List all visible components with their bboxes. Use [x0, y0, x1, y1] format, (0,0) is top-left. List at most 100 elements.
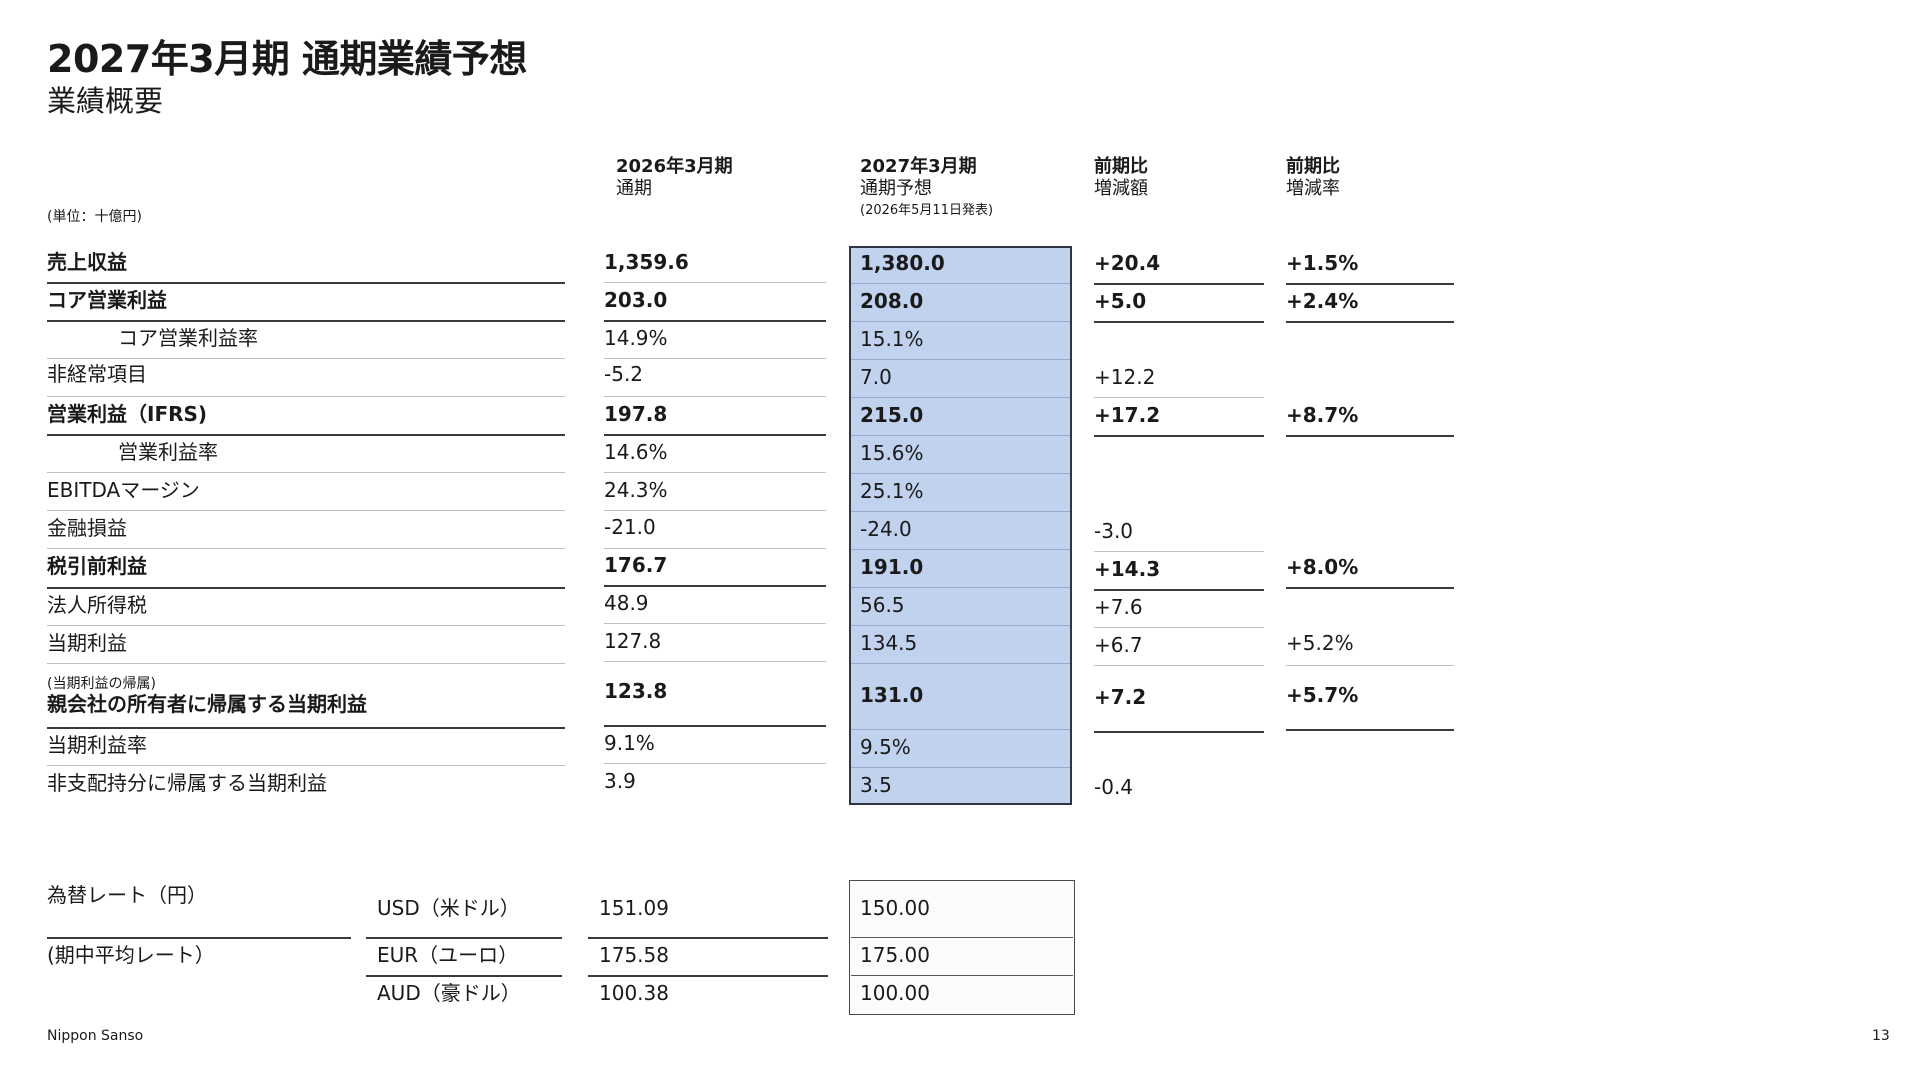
row-rate-pretax: +8.0% — [1286, 555, 1359, 579]
fx-fy2026-aud: 100.38 — [599, 981, 669, 1005]
row-divider — [851, 549, 1070, 550]
header-fy2027: 2027年3月期 通期予想 (2026年5月11日発表) — [860, 156, 993, 222]
row-diff-nonrecurring: +12.2 — [1094, 365, 1156, 389]
row-label-parent-net: 親会社の所有者に帰属する当期利益 — [47, 692, 367, 716]
row-label-tax: 法人所得税 — [47, 593, 147, 617]
row-fy2026-parent-net: 123.8 — [604, 679, 668, 703]
header-rate-line1: 前期比 — [1286, 156, 1340, 177]
row-divider — [1094, 627, 1264, 628]
row-divider — [851, 435, 1070, 436]
row-divider — [1286, 435, 1454, 437]
row-divider — [1094, 283, 1264, 285]
row-divider — [604, 623, 826, 624]
row-label-net-income: 当期利益 — [47, 631, 127, 655]
header-fy2027-line2: 通期予想 — [860, 178, 932, 199]
row-divider — [851, 663, 1070, 664]
row-divider — [604, 548, 826, 549]
row-fy2026-op-margin: 14.6% — [604, 440, 668, 464]
row-diff-finance: -3.0 — [1094, 519, 1134, 543]
row-diff-tax: +7.6 — [1094, 595, 1143, 619]
row-fy2027-ebitda-margin: 25.1% — [860, 479, 924, 503]
row-divider — [47, 510, 565, 511]
row-fy2027-finance: -24.0 — [860, 517, 912, 541]
row-divider — [1094, 397, 1264, 398]
row-divider — [1286, 587, 1454, 589]
row-fy2027-op-margin: 15.6% — [860, 441, 924, 465]
row-divider — [851, 359, 1070, 360]
row-divider — [47, 434, 565, 436]
row-divider — [604, 320, 826, 322]
row-fy2027-core-op-margin: 15.1% — [860, 327, 924, 351]
row-divider — [851, 397, 1070, 398]
header-diff-line1: 前期比 — [1094, 156, 1148, 177]
row-rate-core-op: +2.4% — [1286, 289, 1359, 313]
row-fy2026-ebitda-margin: 24.3% — [604, 478, 668, 502]
fx-divider — [588, 975, 828, 977]
row-divider — [851, 321, 1070, 322]
row-divider — [1286, 729, 1454, 731]
fx-fy2027-usd: 150.00 — [860, 896, 930, 920]
unit-note: (単位：十億円) — [47, 209, 142, 225]
row-fy2026-nonrecurring: -5.2 — [604, 362, 644, 386]
row-divider — [1094, 435, 1264, 437]
row-label-attribution-note: (当期利益の帰属) — [47, 676, 156, 692]
row-label-net-margin: 当期利益率 — [47, 733, 147, 757]
fx-divider — [47, 937, 351, 939]
row-fy2026-finance: -21.0 — [604, 515, 656, 539]
row-fy2027-net-income: 134.5 — [860, 631, 918, 655]
row-fy2027-net-margin: 9.5% — [860, 735, 911, 759]
header-fy2026-line2: 通期 — [616, 178, 652, 199]
row-label-ebitda-margin: EBITDAマージン — [47, 478, 200, 502]
row-divider — [1094, 665, 1264, 666]
row-divider — [47, 587, 565, 589]
row-label-core-op: コア営業利益 — [47, 288, 167, 312]
row-fy2026-core-op: 203.0 — [604, 288, 668, 312]
row-fy2027-tax: 56.5 — [860, 593, 905, 617]
row-fy2027-pretax: 191.0 — [860, 555, 924, 579]
header-fy2027-line1: 2027年3月期 — [860, 156, 977, 177]
row-fy2027-parent-net: 131.0 — [860, 683, 924, 707]
row-divider — [851, 767, 1070, 768]
row-divider — [604, 472, 826, 473]
header-rate: 前期比 増減率 — [1286, 156, 1340, 200]
row-divider — [47, 320, 565, 322]
page-number: 13 — [1872, 1028, 1890, 1044]
row-divider — [851, 729, 1070, 730]
row-label-revenue: 売上収益 — [47, 250, 127, 274]
fx-fy2026-eur: 175.58 — [599, 943, 669, 967]
row-diff-pretax: +14.3 — [1094, 557, 1161, 581]
row-fy2026-noncontrolling: 3.9 — [604, 769, 636, 793]
header-fy2026-line1: 2026年3月期 — [616, 156, 733, 177]
header-fy2026: 2026年3月期 通期 — [616, 156, 733, 200]
row-fy2026-net-margin: 9.1% — [604, 731, 655, 755]
row-divider — [604, 725, 826, 727]
row-divider — [47, 765, 565, 766]
fx-divider — [851, 937, 1073, 938]
row-divider — [604, 434, 826, 436]
row-divider — [1286, 321, 1454, 323]
row-fy2026-net-income: 127.8 — [604, 629, 662, 653]
row-divider — [604, 358, 826, 359]
fx-currency-aud: AUD（豪ドル） — [377, 981, 521, 1005]
row-divider — [1286, 283, 1454, 285]
header-fy2027-note: (2026年5月11日発表) — [860, 203, 994, 218]
row-fy2026-tax: 48.9 — [604, 591, 649, 615]
row-divider — [47, 396, 565, 397]
row-divider — [851, 625, 1070, 626]
row-fy2027-core-op: 208.0 — [860, 289, 924, 313]
row-divider — [604, 661, 826, 662]
row-rate-net-income: +5.2% — [1286, 631, 1354, 655]
row-divider — [604, 763, 826, 764]
header-diff-line2: 増減額 — [1094, 178, 1148, 199]
row-divider — [604, 282, 826, 283]
row-divider — [604, 396, 826, 397]
row-label-core-op-margin: コア営業利益率 — [118, 326, 258, 350]
header-rate-line2: 増減率 — [1286, 178, 1340, 199]
row-label-noncontrolling: 非支配持分に帰属する当期利益 — [47, 771, 327, 795]
page-title: 2027年3月期 通期業績予想 — [47, 37, 527, 81]
row-divider — [1094, 551, 1264, 552]
forecast-highlight — [849, 246, 1072, 805]
row-diff-noncontrolling: -0.4 — [1094, 775, 1134, 799]
row-fy2026-op-ifrs: 197.8 — [604, 402, 668, 426]
row-label-pretax: 税引前利益 — [47, 554, 147, 578]
